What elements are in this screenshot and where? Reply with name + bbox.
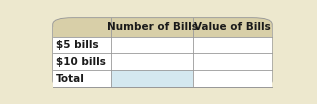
Bar bbox=[111, 53, 193, 70]
FancyBboxPatch shape bbox=[53, 18, 272, 37]
Bar bbox=[53, 53, 111, 70]
Bar bbox=[111, 37, 193, 53]
FancyBboxPatch shape bbox=[53, 18, 272, 87]
Bar bbox=[53, 70, 111, 87]
Text: $5 bills: $5 bills bbox=[56, 40, 98, 50]
Bar bbox=[53, 37, 111, 53]
Bar bbox=[193, 37, 272, 53]
Bar bbox=[111, 70, 193, 87]
Text: Total: Total bbox=[56, 74, 85, 84]
Text: Value of Bills: Value of Bills bbox=[194, 22, 271, 32]
Text: Number of Bills: Number of Bills bbox=[107, 22, 197, 32]
Bar bbox=[53, 27, 272, 37]
Text: $10 bills: $10 bills bbox=[56, 57, 106, 67]
Bar bbox=[193, 53, 272, 70]
Bar bbox=[193, 70, 272, 87]
